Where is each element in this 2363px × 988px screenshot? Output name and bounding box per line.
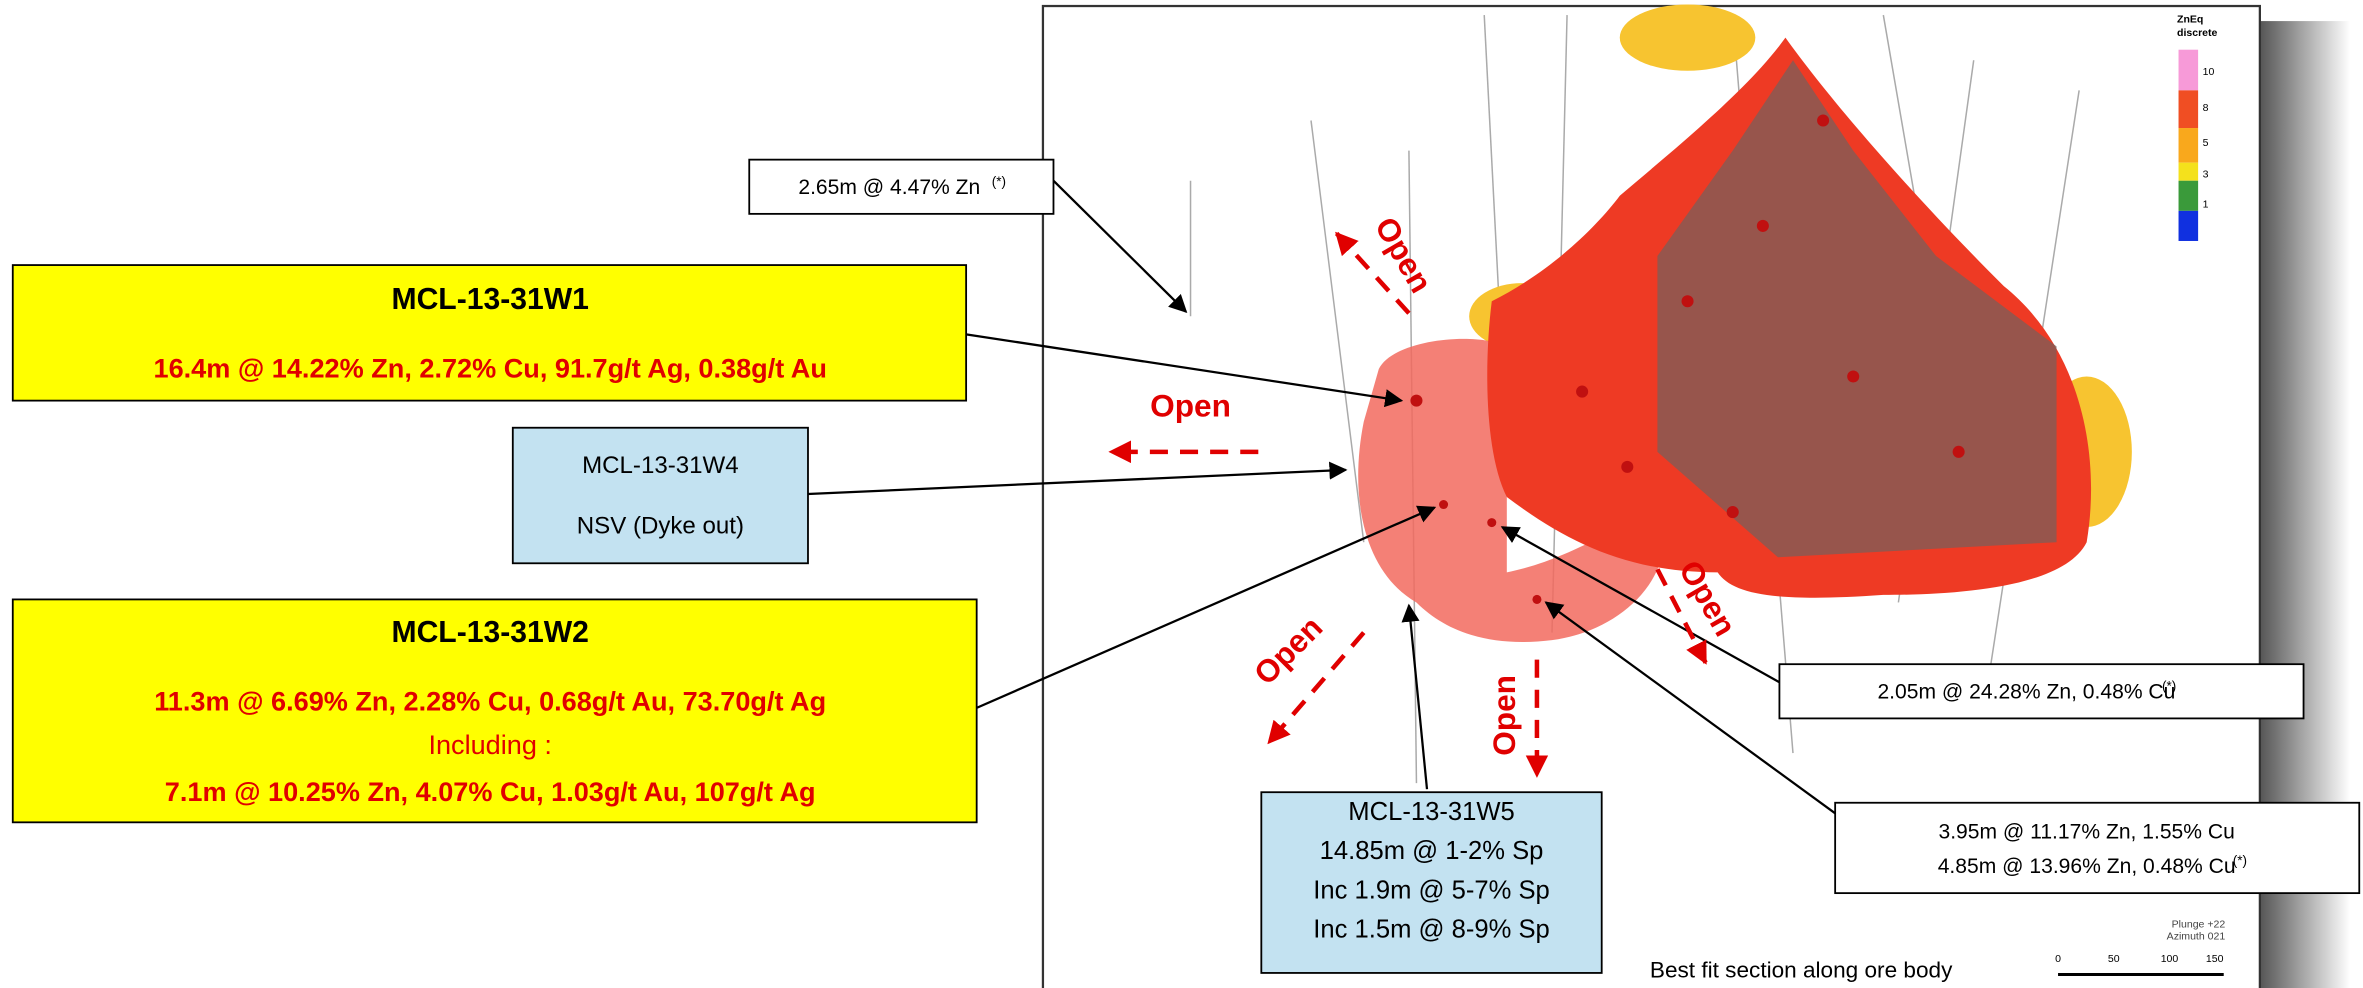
callout-right-upper: 2.05m @ 24.28% Zn, 0.48% Cu (*) xyxy=(1778,663,2305,720)
legend-swatch xyxy=(2178,162,2199,181)
callout-text: Inc 1.9m @ 5-7% Sp xyxy=(1313,876,1550,904)
ore-body xyxy=(1358,4,2132,643)
callout-note: (*) xyxy=(2233,853,2247,868)
legend-label: 1 xyxy=(2203,199,2209,211)
callout-text: Including : xyxy=(428,729,552,760)
legend-label: 5 xyxy=(2203,137,2209,149)
callout-note: (*) xyxy=(2162,678,2176,693)
callout-title: MCL-13-31W2 xyxy=(391,616,588,649)
scale-label: 0 xyxy=(2055,953,2061,965)
callout-text: 2.65m @ 4.47% Zn xyxy=(798,176,980,199)
callout-text: Inc 1.5m @ 8-9% Sp xyxy=(1313,916,1550,944)
orientation: Plunge +22 xyxy=(2172,919,2226,931)
callout-text: NSV (Dyke out) xyxy=(577,512,744,539)
callout-text: 11.3m @ 6.69% Zn, 2.28% Cu, 0.68g/t Au, … xyxy=(154,686,826,717)
open-label: Open xyxy=(1150,388,1231,424)
legend-swatch xyxy=(2178,90,2199,129)
orientation: Azimuth 021 xyxy=(2167,931,2226,943)
callout-text: 3.95m @ 11.17% Zn, 1.55% Cu xyxy=(1938,820,2234,843)
callout-text: 16.4m @ 14.22% Zn, 2.72% Cu, 91.7g/t Ag,… xyxy=(154,353,827,384)
callout-text: 7.1m @ 10.25% Zn, 4.07% Cu, 1.03g/t Au, … xyxy=(165,776,816,807)
callout-right-lower: 3.95m @ 11.17% Zn, 1.55% Cu 4.85m @ 13.9… xyxy=(1834,801,2361,895)
legend-title: discrete xyxy=(2177,27,2218,39)
callout-title: MCL-13-31W4 xyxy=(582,452,739,479)
callout-w5: MCL-13-31W5 14.85m @ 1-2% Sp Inc 1.9m @ … xyxy=(1260,791,1603,974)
callout-title: MCL-13-31W5 xyxy=(1348,798,1514,826)
callout-w4: MCL-13-31W4 NSV (Dyke out) xyxy=(511,426,809,565)
legend-title: ZnEq xyxy=(2177,13,2203,25)
legend-label: 3 xyxy=(2203,168,2209,180)
callout-text: 4.85m @ 13.96% Zn, 0.48% Cu xyxy=(1938,855,2236,878)
legend-swatch xyxy=(2178,180,2199,211)
legend-swatch xyxy=(2178,128,2199,163)
callout-text: 14.85m @ 1-2% Sp xyxy=(1320,837,1544,865)
open-arrows xyxy=(1108,231,1708,778)
callout-arrows xyxy=(807,179,1836,815)
legend-swatch xyxy=(2178,49,2199,91)
caption: Best fit section along ore body xyxy=(1650,957,1953,982)
legend-label: 10 xyxy=(2203,66,2215,78)
callout-top-left: 2.65m @ 4.47% Zn (*) xyxy=(748,158,1055,215)
callout-note: (*) xyxy=(992,174,1006,189)
open-label: Open xyxy=(1486,675,1522,756)
callout-title: MCL-13-31W1 xyxy=(391,283,588,316)
callout-text: 2.05m @ 24.28% Zn, 0.48% Cu xyxy=(1877,680,2175,703)
legend-swatch xyxy=(2178,210,2199,241)
callout-w2: MCL-13-31W2 11.3m @ 6.69% Zn, 2.28% Cu, … xyxy=(11,598,978,824)
scale-label: 100 xyxy=(2161,953,2179,965)
callout-w1: MCL-13-31W1 16.4m @ 14.22% Zn, 2.72% Cu,… xyxy=(11,264,968,402)
legend: ZnEq discrete 10 8 5 3 1 xyxy=(2177,13,2218,241)
scale-label: 50 xyxy=(2108,953,2120,965)
scale-bar: 0 50 100 150 xyxy=(2055,953,2224,976)
scale-label: 150 xyxy=(2206,953,2224,965)
legend-label: 8 xyxy=(2203,102,2209,114)
